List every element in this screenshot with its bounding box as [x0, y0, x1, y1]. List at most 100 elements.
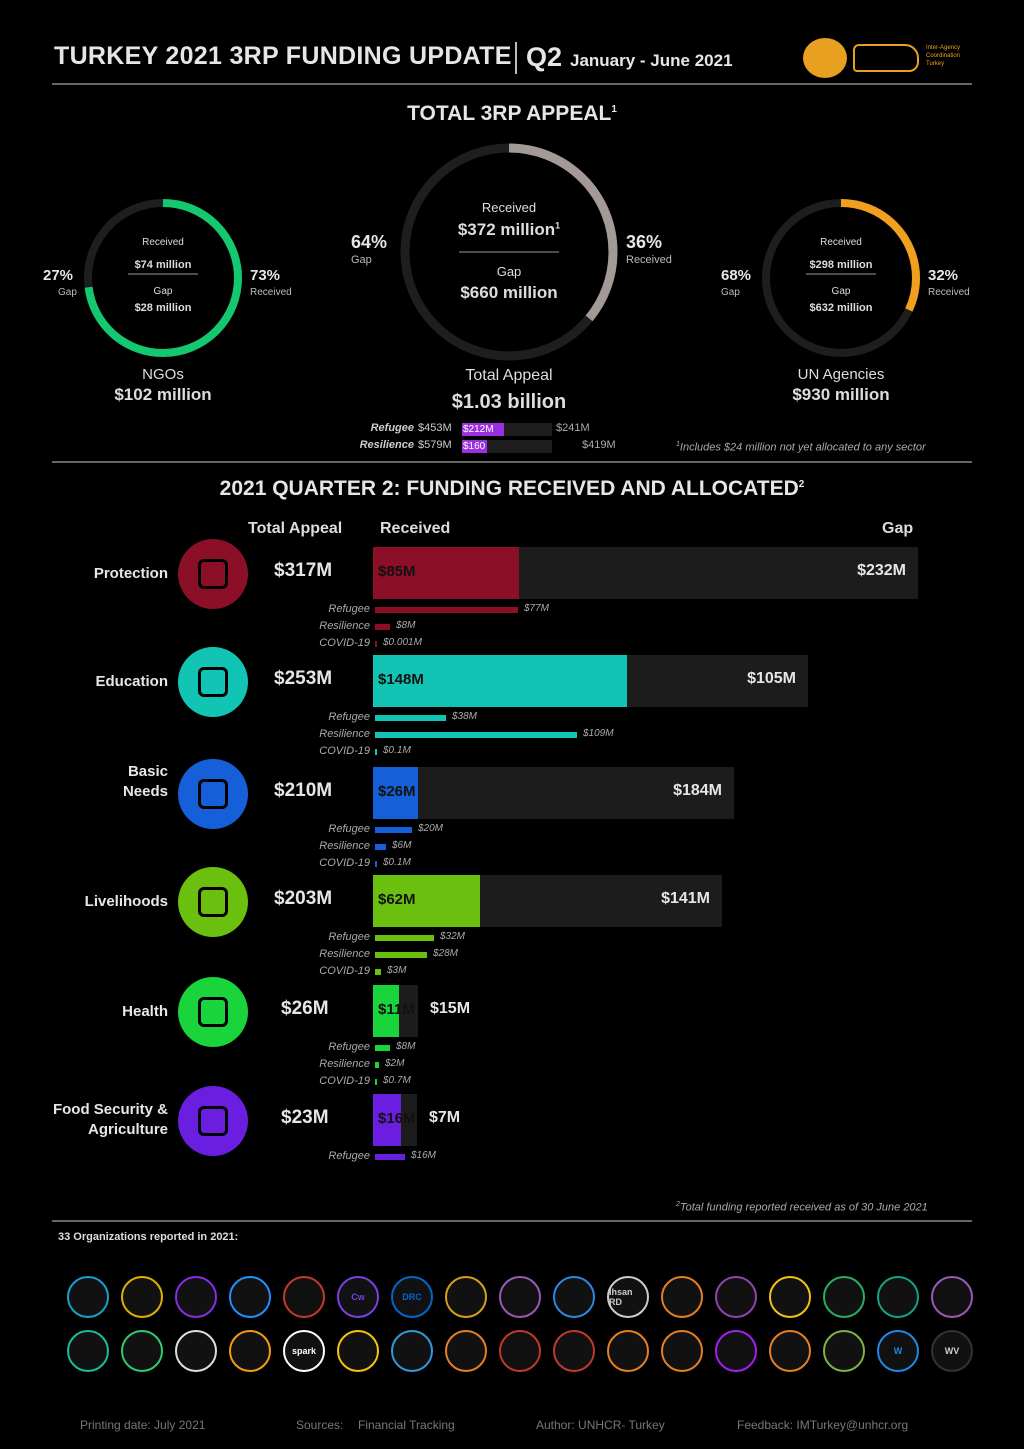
sub-category-bar	[375, 624, 390, 630]
org-logo	[553, 1330, 595, 1372]
sector-name: Livelihoods	[84, 893, 168, 910]
sub-category-label: Refugee	[328, 603, 370, 615]
sub-category-label: Resilience	[319, 728, 370, 740]
sub-category-bar	[375, 1062, 379, 1068]
quarter-section-title: 2021 QUARTER 2: FUNDING RECEIVED AND ALL…	[219, 477, 805, 500]
footer-feedback[interactable]: Feedback: IMTurkey@unhcr.org	[737, 1418, 909, 1432]
ngo-pct-received-label: Received	[250, 287, 292, 298]
ngo-gap-label: Gap	[153, 286, 173, 297]
sub-category-value: $77M	[524, 603, 550, 614]
appeal-donuts	[84, 143, 920, 361]
component-bar-received: $212M	[462, 423, 504, 436]
col-total-appeal: Total Appeal	[248, 520, 343, 537]
sub-category-bar	[375, 1045, 390, 1051]
ngo-pct-gap-label: Gap	[58, 287, 77, 298]
sub-category-bar	[375, 844, 386, 850]
total-appeal-name: Total Appeal	[465, 367, 553, 384]
sector-bar-received	[373, 655, 627, 707]
quarter-label: Q2	[526, 42, 563, 72]
org-logo: W	[877, 1330, 919, 1372]
sector-total-appeal: $253M	[274, 668, 333, 689]
sector-gap-value: $7M	[429, 1109, 461, 1126]
component-gap: $241M	[556, 422, 590, 434]
sub-category-label: COVID-19	[319, 857, 370, 869]
sub-category-label: Refugee	[328, 1150, 370, 1162]
total-gap-value: $660 million	[460, 283, 558, 302]
caduceus-icon	[178, 977, 248, 1047]
sub-category-bar	[375, 935, 434, 941]
component-label: Resilience	[359, 439, 414, 451]
org-logo: spark	[283, 1330, 325, 1372]
sector-received-value: $85M	[378, 563, 416, 580]
org-logo	[445, 1330, 487, 1372]
org-logo	[499, 1330, 541, 1372]
un-received-arc	[762, 199, 920, 357]
component-gap: $419M	[582, 439, 616, 451]
component-label: Refugee	[370, 422, 414, 434]
org-logo	[715, 1276, 757, 1318]
sub-category-label: Refugee	[328, 1041, 370, 1053]
total-pct-gap: 64%	[351, 232, 388, 252]
un-total: $930 million	[792, 385, 890, 404]
org-logo	[391, 1330, 433, 1372]
sub-category-value: $16M	[411, 1150, 437, 1161]
sub-category-value: $8M	[396, 1041, 416, 1052]
sector-received-value: $11M	[378, 1001, 415, 1018]
org-logo	[445, 1276, 487, 1318]
appeal-section-title: TOTAL 3RP APPEAL1	[407, 102, 617, 125]
sub-category-label: COVID-19	[319, 637, 370, 649]
sector-gap-value: $105M	[747, 670, 796, 687]
sector-name: Food Security & Agriculture	[52, 1101, 168, 1138]
un-name: UN Agencies	[797, 366, 885, 383]
sub-category-bar	[375, 1154, 405, 1160]
org-logo: İhsan RD	[607, 1276, 649, 1318]
component-total: $453M	[418, 422, 452, 434]
food-bowl-icon	[178, 1086, 248, 1156]
turkey-map-icon	[853, 44, 919, 72]
sub-category-value: $109M	[583, 728, 614, 739]
sub-category-label: COVID-19	[319, 745, 370, 757]
quarter-footnote: 2Total funding reported received as of 3…	[676, 1201, 928, 1214]
sub-category-bar	[375, 641, 377, 647]
org-logo: DRC	[391, 1276, 433, 1318]
sector-total-appeal: $23M	[281, 1107, 329, 1128]
sub-category-value: $32M	[440, 931, 466, 942]
sub-category-bar	[375, 969, 381, 975]
un-received-value: $298 million	[809, 259, 873, 271]
un-gap-value: $632 million	[809, 302, 873, 314]
total-pct-gap-label: Gap	[351, 254, 372, 266]
component-total: $579M	[418, 439, 452, 451]
appeal-footnote: 1Includes $24 million not yet allocated …	[676, 441, 926, 454]
quarter-rule	[52, 1220, 972, 1222]
sector-bar-received	[373, 1094, 401, 1146]
appeal-rule	[52, 461, 972, 463]
org-logo	[823, 1330, 865, 1372]
sector-gap-value: $141M	[661, 890, 710, 907]
un-pct-gap: 68%	[721, 267, 752, 284]
org-logo	[931, 1276, 973, 1318]
un-emblem-icon	[803, 38, 847, 78]
protection-hands-icon	[178, 539, 248, 609]
org-logo	[121, 1330, 163, 1372]
sector-bar-received	[373, 875, 480, 927]
org-logo	[283, 1276, 325, 1318]
sub-category-value: $2M	[385, 1058, 405, 1069]
sector-total-appeal: $26M	[281, 998, 329, 1019]
sub-category-value: $28M	[433, 948, 459, 959]
sub-category-bar	[375, 1079, 377, 1085]
footer-sources-label: Sources:	[296, 1418, 344, 1432]
org-logo	[661, 1330, 703, 1372]
sub-category-label: Resilience	[319, 1058, 370, 1070]
sector-gap-value: $15M	[430, 1000, 471, 1017]
sector-total-appeal: $210M	[274, 780, 333, 801]
sector-received-value: $16M	[378, 1110, 416, 1127]
page-title: TURKEY 2021 3RP FUNDING UPDATE	[54, 42, 512, 70]
title-divider	[515, 42, 517, 74]
ngo-received-label: Received	[142, 237, 184, 248]
org-logo	[553, 1276, 595, 1318]
sector-total-appeal: $203M	[274, 888, 333, 909]
org-logo: WV	[931, 1330, 973, 1372]
total-gap-label: Gap	[496, 264, 522, 279]
org-logo	[175, 1276, 217, 1318]
sub-category-bar	[375, 607, 518, 613]
